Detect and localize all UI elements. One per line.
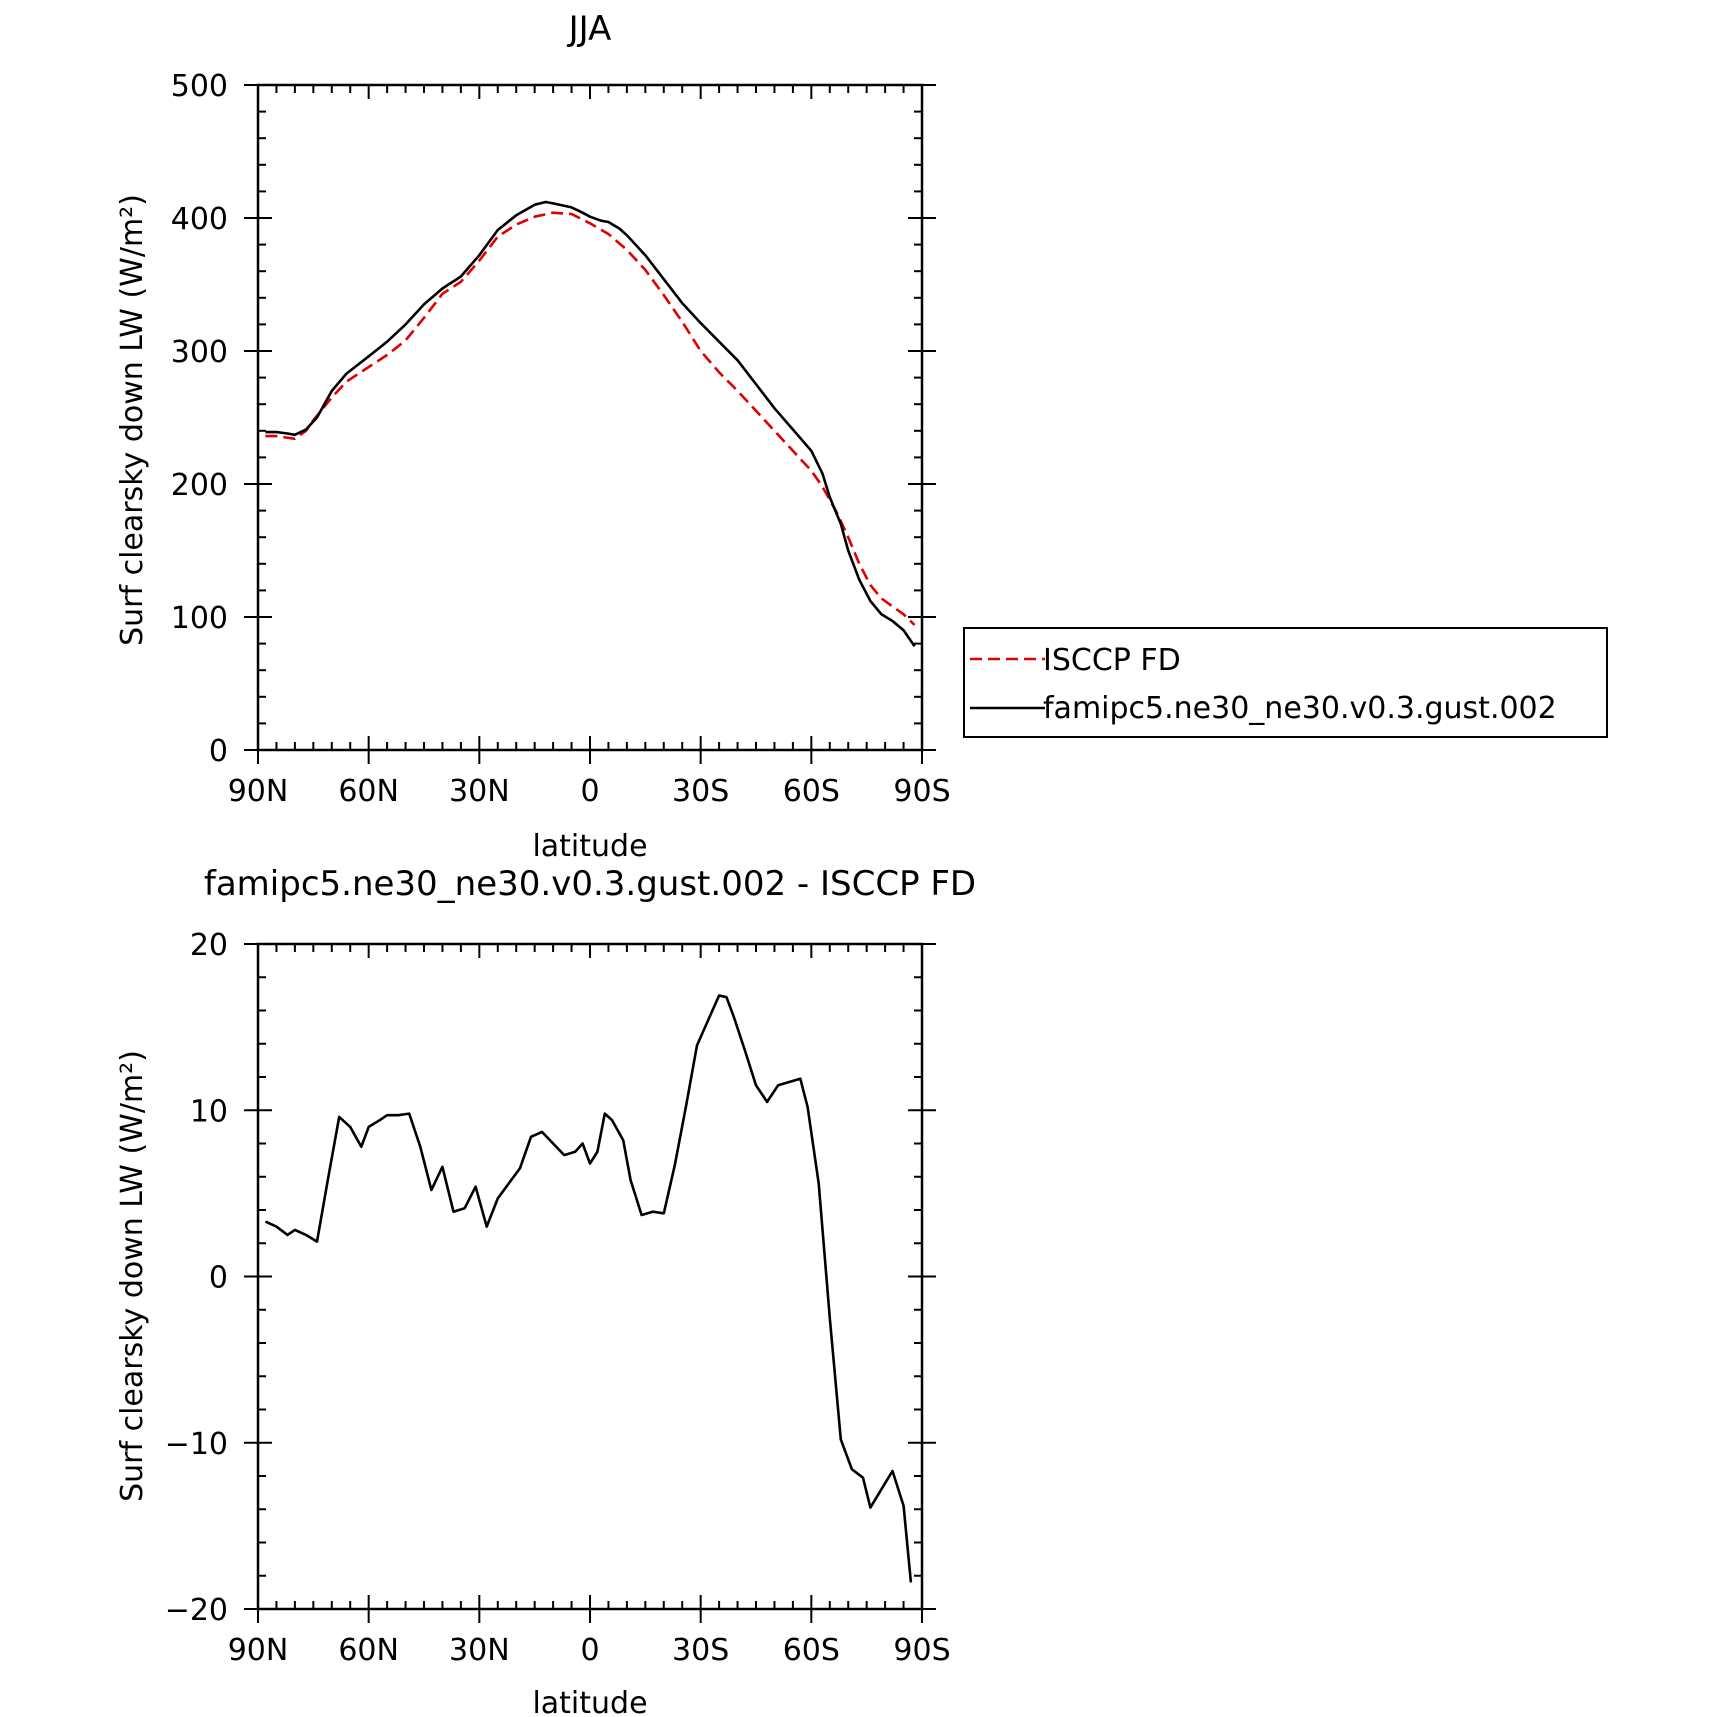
x-tick-label: 30N [449, 1633, 510, 1668]
y-tick-label: 20 [190, 928, 228, 963]
top-ticks [244, 85, 936, 764]
y-tick-label: 200 [171, 468, 228, 503]
y-tick-label: −20 [165, 1593, 228, 1628]
x-tick-label: 60S [783, 774, 840, 809]
top-y-axis-label: Surf clearsky down LW (W/m²) [115, 194, 150, 646]
x-tick-label: 60N [338, 774, 399, 809]
top-x-axis-label: latitude [532, 829, 647, 864]
legend-label-isccp: ISCCP FD [1043, 643, 1181, 678]
bottom-series-line-0 [265, 996, 911, 1583]
top-series-line-0 [265, 213, 914, 625]
y-tick-label: 400 [171, 202, 228, 237]
x-tick-label: 90N [228, 774, 289, 809]
x-tick-label: 30N [449, 774, 510, 809]
top-chart-title: JJA [567, 9, 612, 49]
y-tick-label: 100 [171, 601, 228, 636]
bottom-y-axis-label-group: Surf clearsky down LW (W/m²) [115, 1050, 150, 1502]
top-y-axis-label-group: Surf clearsky down LW (W/m²) [115, 194, 150, 646]
x-tick-label: 30S [672, 774, 729, 809]
x-tick-label: 90S [893, 1633, 950, 1668]
x-tick-label: 0 [580, 1633, 599, 1668]
top-plot-frame [258, 85, 922, 750]
y-tick-label: 0 [209, 1261, 228, 1296]
x-tick-label: 90S [893, 774, 950, 809]
bottom-x-axis-label: latitude [532, 1686, 647, 1717]
bottom-tick-labels: 90N 60N 30N 0 30S 60S 90S −20 −10 0 10 20 [165, 928, 951, 1668]
x-tick-label: 0 [580, 774, 599, 809]
bottom-plot-frame [258, 944, 922, 1609]
y-tick-label: −10 [165, 1427, 228, 1462]
bottom-series-lines [265, 996, 911, 1583]
x-tick-label: 30S [672, 1633, 729, 1668]
y-tick-label: 500 [171, 69, 228, 104]
bottom-panel: famipc5.ne30_ne30.v0.3.gust.002 - ISCCP … [115, 864, 976, 1717]
legend: ISCCP FD famipc5.ne30_ne30.v0.3.gust.002 [964, 628, 1607, 737]
top-series-lines [265, 202, 914, 646]
x-tick-label: 60S [783, 1633, 840, 1668]
x-tick-label: 90N [228, 1633, 289, 1668]
y-tick-label: 300 [171, 335, 228, 370]
x-tick-label: 60N [338, 1633, 399, 1668]
legend-label-model: famipc5.ne30_ne30.v0.3.gust.002 [1043, 691, 1557, 726]
bottom-ticks [244, 944, 936, 1623]
y-tick-label: 10 [190, 1094, 228, 1129]
bottom-y-axis-label: Surf clearsky down LW (W/m²) [115, 1050, 150, 1502]
y-tick-label: 0 [209, 734, 228, 769]
bottom-chart-title: famipc5.ne30_ne30.v0.3.gust.002 - ISCCP … [204, 864, 976, 904]
top-panel: JJA Surf clearsky down LW (W/m²) latitud… [115, 9, 951, 864]
top-series-line-1 [265, 202, 914, 646]
